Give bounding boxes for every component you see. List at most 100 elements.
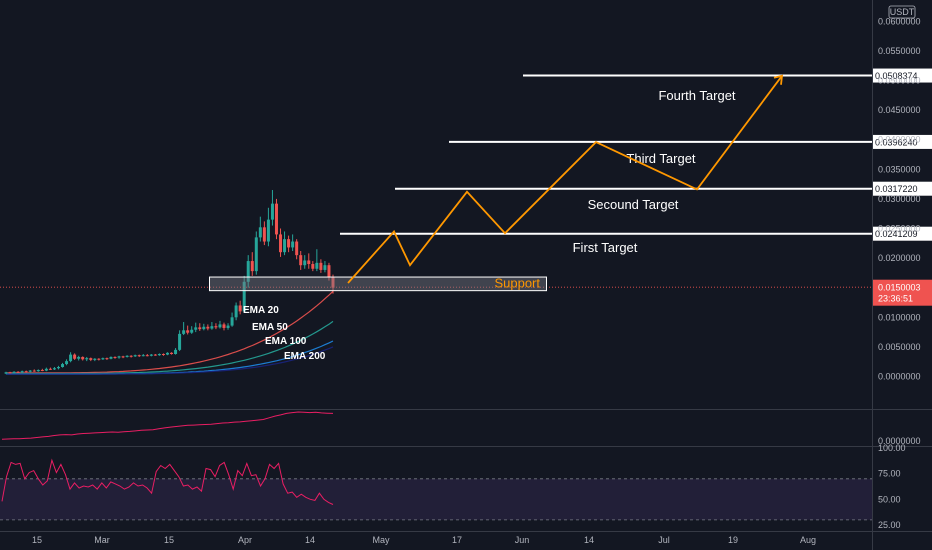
candle-body — [133, 355, 137, 357]
time-tick: Aug — [800, 535, 816, 545]
projection-path — [347, 75, 783, 284]
candle-body — [117, 356, 121, 358]
ema-label: EMA 200 — [284, 351, 326, 362]
candle-body — [315, 262, 319, 269]
candle-body — [61, 364, 65, 368]
indicator-tick: 0.0000000 — [878, 436, 921, 446]
candle — [137, 354, 141, 357]
candle-body — [165, 352, 169, 355]
candle-body — [52, 368, 56, 370]
candle-body — [69, 354, 73, 362]
candle — [105, 357, 109, 360]
price-tick: 0.0500000 — [878, 76, 921, 86]
candle — [8, 371, 12, 374]
candle-body — [8, 372, 12, 374]
time-tick: 17 — [452, 535, 462, 545]
candle-body — [85, 358, 89, 360]
candle — [97, 358, 101, 361]
candle-body — [44, 368, 48, 371]
support-label: Support — [494, 276, 540, 291]
candle — [262, 221, 266, 246]
price-tick: 0.0400000 — [878, 135, 921, 145]
candle — [274, 198, 278, 240]
price-tick: 0.0450000 — [878, 105, 921, 115]
time-tick: 14 — [584, 535, 594, 545]
candle — [299, 250, 303, 270]
candle-body — [28, 370, 32, 372]
candle-body — [153, 354, 157, 356]
candle — [254, 231, 258, 275]
candle — [20, 370, 24, 373]
candle — [77, 355, 81, 361]
time-tick: 14 — [305, 535, 315, 545]
candle — [24, 370, 28, 373]
price-tick: 0.0000000 — [878, 372, 921, 382]
candle-body — [161, 354, 165, 356]
current-price-text: 0.0150003 — [878, 283, 921, 293]
time-tick: Apr — [238, 535, 252, 545]
time-tick: 15 — [32, 535, 42, 545]
price-tick: 0.0600000 — [878, 16, 921, 26]
target-label: Fourth Target — [658, 88, 735, 103]
candle-body — [194, 327, 198, 330]
candle — [121, 355, 125, 359]
candle-body — [266, 219, 270, 242]
target-price-tag — [873, 226, 932, 241]
candle-body — [198, 327, 202, 330]
candle — [283, 231, 287, 256]
candles — [4, 190, 335, 375]
candle-body — [291, 241, 295, 248]
candle-body — [12, 371, 16, 373]
time-axis[interactable]: 15 Mar 15 Apr 14 May 17 Jun 14 Jul 19 Aug — [32, 535, 816, 545]
candle — [295, 239, 299, 260]
candle — [242, 275, 246, 313]
candle — [250, 252, 254, 276]
candle-body — [121, 356, 125, 358]
candle-body — [174, 349, 178, 355]
candle-body — [97, 358, 101, 360]
target-price-tag — [873, 68, 932, 83]
candle-body — [73, 354, 77, 359]
candle — [65, 359, 69, 366]
candle — [28, 369, 32, 373]
candle-body — [254, 237, 258, 272]
price-tick: 0.0300000 — [878, 194, 921, 204]
ema-label: EMA 50 — [252, 322, 288, 333]
candle — [315, 249, 319, 272]
candle — [238, 300, 242, 315]
candle — [40, 368, 44, 372]
candle — [32, 369, 36, 372]
ema-label: EMA 100 — [265, 336, 307, 347]
candle — [222, 322, 226, 331]
ema-line — [6, 346, 334, 375]
candle-body — [81, 356, 85, 360]
candle-body — [331, 277, 335, 288]
candle-body — [89, 358, 93, 360]
candle-body — [113, 356, 117, 358]
price-axis[interactable]: 0.0241209 0.0317220 0.0396240 0.0508374 0.06… — [873, 5, 932, 382]
candle — [246, 255, 250, 288]
candle-body — [141, 355, 145, 357]
candle — [48, 367, 52, 370]
candle-body — [137, 355, 141, 357]
candle — [323, 261, 327, 273]
candle — [133, 354, 137, 357]
candle — [202, 323, 206, 331]
candle-body — [319, 262, 323, 270]
price-tick: 0.0250000 — [878, 224, 921, 234]
candle-body — [270, 203, 274, 220]
target-label: Third Target — [626, 151, 696, 166]
candle — [89, 357, 93, 362]
candle — [186, 325, 190, 335]
candle — [141, 354, 145, 357]
candle-body — [129, 355, 133, 357]
candle-body — [4, 372, 8, 374]
candle-body — [202, 326, 206, 330]
candle — [291, 234, 295, 251]
candle — [279, 228, 283, 257]
candle-body — [48, 368, 52, 370]
candle-body — [77, 356, 81, 359]
drawings: EMA 20 EMA 50 EMA 100 EMA 200 Support First T… — [0, 74, 872, 362]
